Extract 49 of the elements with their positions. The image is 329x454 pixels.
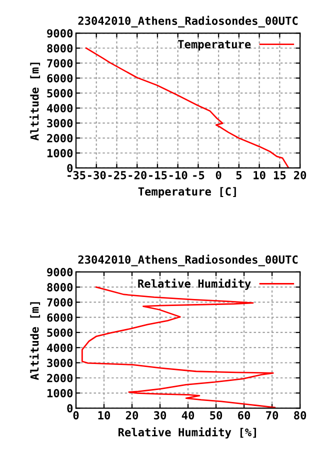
x-tick-label: -25 [108, 170, 126, 180]
y-axis-title: Altitude [m] [30, 302, 40, 380]
y-tick-label: 7000 [47, 298, 73, 307]
y-tick-label: 6000 [47, 74, 73, 82]
y-tick-label: 5000 [47, 89, 73, 98]
y-tick-label: 3000 [47, 119, 73, 128]
y-axis-title: Altitude [m] [30, 62, 40, 141]
y-tick-label: 8000 [47, 44, 73, 53]
y-tick-label: 4000 [47, 104, 73, 112]
x-axis-title: Relative Humidity [%] [118, 427, 256, 439]
x-tick-label: 15 [274, 171, 286, 180]
chart-title: 23042010_Athens_Radiosondes_00UTC [78, 254, 298, 266]
x-tick-label: 20 [126, 411, 138, 420]
x-tick-label: -20 [128, 170, 146, 180]
x-tick-label: 10 [254, 170, 266, 180]
y-tick-label: 0 [67, 164, 73, 172]
y-tick-label: 1000 [47, 388, 73, 398]
y-tick-label: 0 [67, 404, 73, 413]
x-tick-label: 40 [182, 411, 194, 420]
x-tick-label: -15 [149, 171, 167, 180]
y-tick-label: 6000 [47, 313, 73, 322]
legend-label: Temperature [178, 40, 251, 51]
x-tick-label: 60 [238, 411, 250, 420]
legend-label: Relative Humidity [138, 278, 251, 290]
y-tick-label: 1000 [47, 148, 73, 158]
y-tick-label: 5000 [47, 328, 73, 337]
x-tick-label: 20 [294, 170, 306, 180]
x-tick-label: 70 [266, 411, 278, 420]
x-tick-label: -5 [193, 171, 204, 180]
y-tick-label: 9000 [47, 268, 73, 276]
x-tick-label: 30 [154, 411, 166, 420]
y-tick-label: 7000 [47, 59, 73, 68]
x-tick-label: 5 [236, 171, 242, 180]
y-tick-label: 4000 [47, 344, 73, 352]
x-tick-label: -30 [88, 170, 106, 180]
y-tick-label: 3000 [47, 358, 73, 368]
x-tick-label: 0 [216, 170, 222, 180]
x-tick-label: -10 [169, 170, 188, 180]
y-tick-label: 8000 [47, 283, 73, 292]
x-tick-label: -35 [68, 170, 86, 180]
x-tick-label: 80 [294, 411, 306, 420]
y-tick-label: 2000 [47, 134, 73, 142]
x-axis-title: Temperature [C] [138, 187, 236, 198]
x-tick-label: 0 [73, 411, 79, 420]
y-tick-label: 9000 [47, 29, 73, 38]
x-tick-label: 50 [210, 411, 222, 420]
x-tick-label: 10 [98, 411, 110, 420]
chart-title: 23042010_Athens_Radiosondes_00UTC [78, 16, 298, 28]
y-tick-label: 2000 [47, 374, 73, 382]
